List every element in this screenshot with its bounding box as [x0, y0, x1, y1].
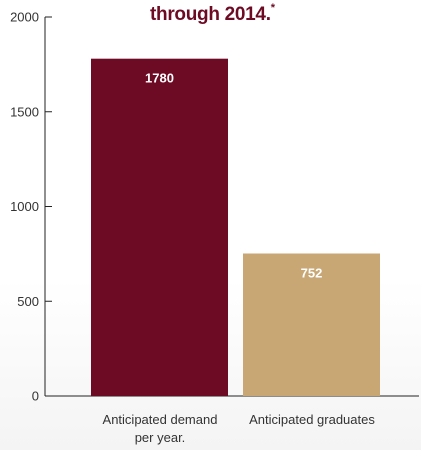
x-category-label: per year.: [135, 430, 186, 445]
bar-value-label: 752: [301, 265, 323, 280]
y-tick-label: 2000: [10, 10, 39, 25]
chart-title-footnote-mark: *: [270, 2, 275, 14]
y-tick-label: 1500: [10, 104, 39, 119]
bar-value-label: 1780: [145, 71, 174, 86]
bar: [91, 58, 228, 396]
y-tick-label: 0: [32, 389, 39, 404]
x-category-label: Anticipated demand: [103, 412, 218, 427]
chart-title-text: through 2014.: [150, 4, 271, 25]
chart-title: through 2014.*: [150, 2, 275, 26]
bar: [243, 253, 380, 396]
category-labels: Anticipated demand per year. Anticipated g…: [103, 412, 376, 445]
x-category-label: Anticipated graduates: [249, 412, 375, 427]
y-axis: 0 500 1000 1500 2000: [10, 10, 52, 404]
y-tick-label: 1000: [10, 199, 39, 214]
y-tick-label: 500: [17, 294, 39, 309]
bars: 1780 752: [91, 58, 380, 396]
